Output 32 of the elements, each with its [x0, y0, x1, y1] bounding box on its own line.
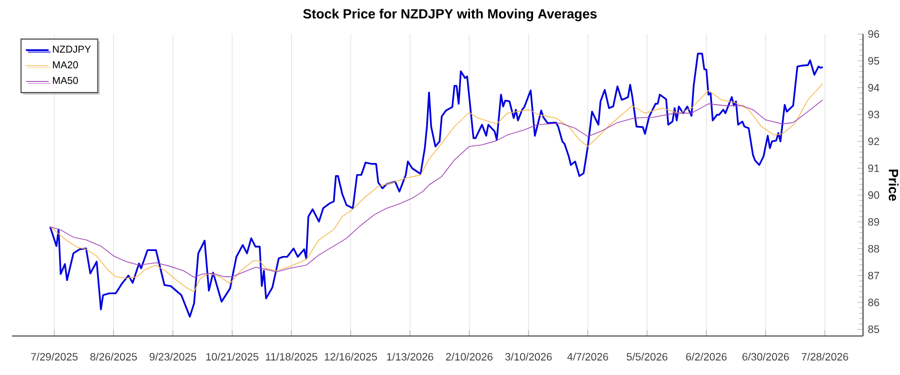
- y-tick-label: 96: [868, 30, 880, 38]
- x-tick-label: 5/5/2026: [626, 352, 668, 361]
- y-tick-label: 94: [868, 84, 880, 92]
- x-tick-label: 4/7/2026: [567, 352, 608, 361]
- x-tick-label: 10/21/2025: [206, 352, 258, 361]
- line-series: [49, 52, 824, 318]
- y-axis-title: Price: [888, 170, 899, 201]
- y-tick-label: 91: [868, 164, 880, 172]
- legend-label: MA20: [53, 61, 78, 68]
- x-tick-label: 6/30/2026: [742, 352, 789, 361]
- y-tick-label: 85: [868, 326, 880, 334]
- x-tick-label: 9/23/2025: [150, 352, 196, 361]
- y-tick-label: 87: [868, 272, 880, 280]
- x-tick-label: 1/13/2026: [387, 352, 434, 361]
- x-tick-label: 7/28/2026: [802, 352, 848, 361]
- x-tick-label: 8/26/2025: [90, 352, 137, 361]
- y-tick-label: 86: [868, 298, 880, 306]
- x-tick-label: 7/29/2025: [31, 352, 78, 361]
- y-tick-label: 95: [868, 57, 880, 65]
- x-tick-label: 11/18/2025: [266, 352, 318, 361]
- x-tick-label: 2/10/2026: [446, 352, 493, 361]
- x-tick-label: 6/2/2026: [686, 352, 727, 361]
- y-tick-label: 88: [868, 244, 880, 253]
- y-tick-label: 93: [868, 110, 880, 118]
- legend-label: NZDJPY: [53, 46, 91, 53]
- y-tick-label: 89: [868, 218, 880, 226]
- x-tick-label: 3/10/2026: [505, 352, 552, 361]
- x-tick-label: 12/16/2025: [324, 352, 377, 361]
- y-tick-label: 92: [868, 138, 880, 146]
- y-tick-label: 90: [868, 191, 880, 199]
- chart-title: Stock Price for NZDJPY with Moving Averages: [303, 8, 597, 22]
- legend-label: MA50: [53, 76, 78, 84]
